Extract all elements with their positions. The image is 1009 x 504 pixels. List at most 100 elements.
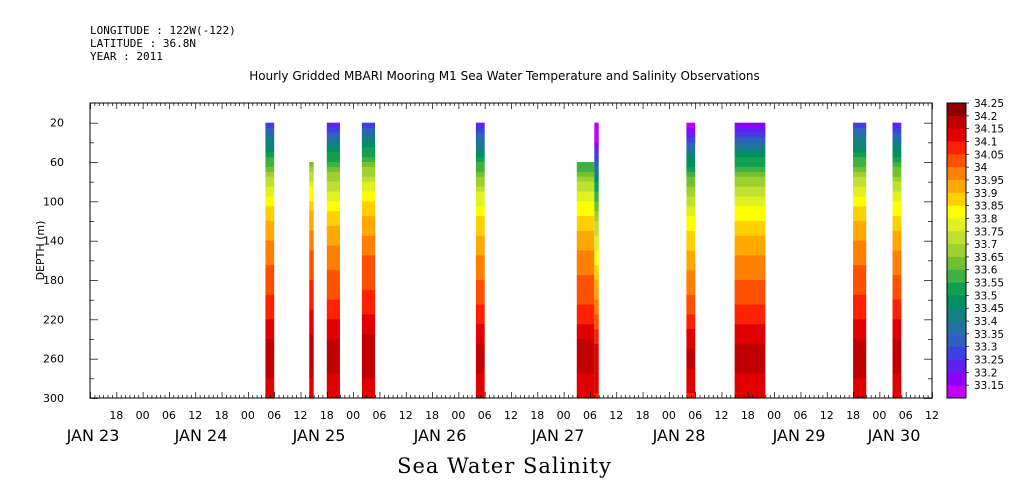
salinity-cell [326,176,340,183]
salinity-cell [853,393,867,399]
salinity-cell [576,171,595,178]
x-hour-label: 18 [741,409,755,422]
salinity-cell [686,368,696,375]
salinity-cell [361,368,376,375]
salinity-cell [853,383,867,389]
salinity-cell [326,324,340,330]
salinity-cell [686,127,696,134]
salinity-cell [892,393,902,399]
salinity-cell [326,201,340,207]
salinity-cell [361,162,376,168]
salinity-cell [309,221,314,227]
salinity-cell [309,343,314,350]
salinity-cell [475,299,485,306]
salinity-cell [686,245,696,252]
colorbar-label: 33.7 [974,239,997,251]
salinity-cell [361,216,376,222]
salinity-cell [475,221,485,227]
salinity-cell [576,339,595,345]
salinity-cell [265,235,275,242]
salinity-cell [734,363,766,370]
salinity-cell [326,348,340,355]
salinity-cell [686,196,696,202]
salinity-cell [309,324,314,330]
salinity-cell [361,393,376,399]
salinity-cell [475,122,485,129]
salinity-cell [475,280,485,286]
salinity-cell [734,235,766,242]
salinity-cell [576,280,595,286]
salinity-cell [892,250,902,257]
salinity-cell [309,334,314,340]
salinity-cell [265,211,275,217]
salinity-cell [265,186,275,193]
salinity-cell [734,339,766,345]
salinity-cell [734,289,766,296]
salinity-cell [853,260,867,266]
salinity-cell [326,294,340,301]
salinity-cell [892,225,902,232]
salinity-cell [892,186,902,193]
salinity-cell [361,363,376,370]
salinity-cell [576,368,595,375]
x-hour-label: 00 [872,409,886,422]
colorbar-label: 33.4 [974,316,998,328]
x-hour-label: 18 [109,409,123,422]
salinity-cell [475,265,485,271]
colorbar-swatch [947,179,966,194]
salinity-cell [734,201,766,207]
salinity-cell [594,378,599,384]
salinity-cell [265,378,275,384]
x-hour-label: 12 [609,409,623,422]
salinity-cell [309,245,314,252]
salinity-cell [309,211,314,217]
salinity-cell [309,240,314,247]
salinity-cell [853,373,867,379]
salinity-cell [265,201,275,207]
salinity-cell [265,221,275,227]
x-hour-label: 06 [899,409,913,422]
salinity-cell [686,235,696,242]
salinity-cell [892,373,902,379]
salinity-cell [326,171,340,178]
y-tick-label: 60 [50,156,64,169]
x-hour-label: 00 [136,409,150,422]
salinity-cell [265,363,275,370]
salinity-cell [475,353,485,360]
salinity-cell [892,240,902,247]
colorbar-label: 33.15 [974,380,1004,392]
salinity-cell [475,240,485,247]
salinity-cell [594,122,599,129]
x-hour-label: 12 [294,409,308,422]
salinity-cell [853,343,867,350]
salinity-cell [326,299,340,306]
salinity-cell [853,132,867,139]
salinity-cell [361,152,376,158]
salinity-cell [686,122,696,129]
salinity-cell [309,289,314,296]
salinity-cell [686,388,696,394]
salinity-cell [686,255,696,261]
salinity-cell [892,299,902,306]
chart-title: Hourly Gridded MBARI Mooring M1 Sea Wate… [249,69,760,83]
salinity-cell [686,221,696,227]
salinity-cell [734,294,766,301]
y-tick-label: 180 [43,274,64,287]
salinity-cell [892,142,902,148]
salinity-cell [853,309,867,316]
salinity-cell [326,289,340,296]
salinity-cell [576,289,595,296]
salinity-block [475,122,485,399]
salinity-cell [594,388,599,394]
salinity-cell [734,147,766,153]
salinity-cell [734,152,766,158]
salinity-cell [686,314,696,320]
salinity-cell [892,206,902,212]
salinity-cell [594,216,599,222]
salinity-cell [734,142,766,148]
salinity-cell [576,260,595,266]
salinity-cell [892,275,902,281]
colorbar-swatch [947,167,966,181]
salinity-cell [265,343,275,350]
salinity-cell [361,304,376,311]
